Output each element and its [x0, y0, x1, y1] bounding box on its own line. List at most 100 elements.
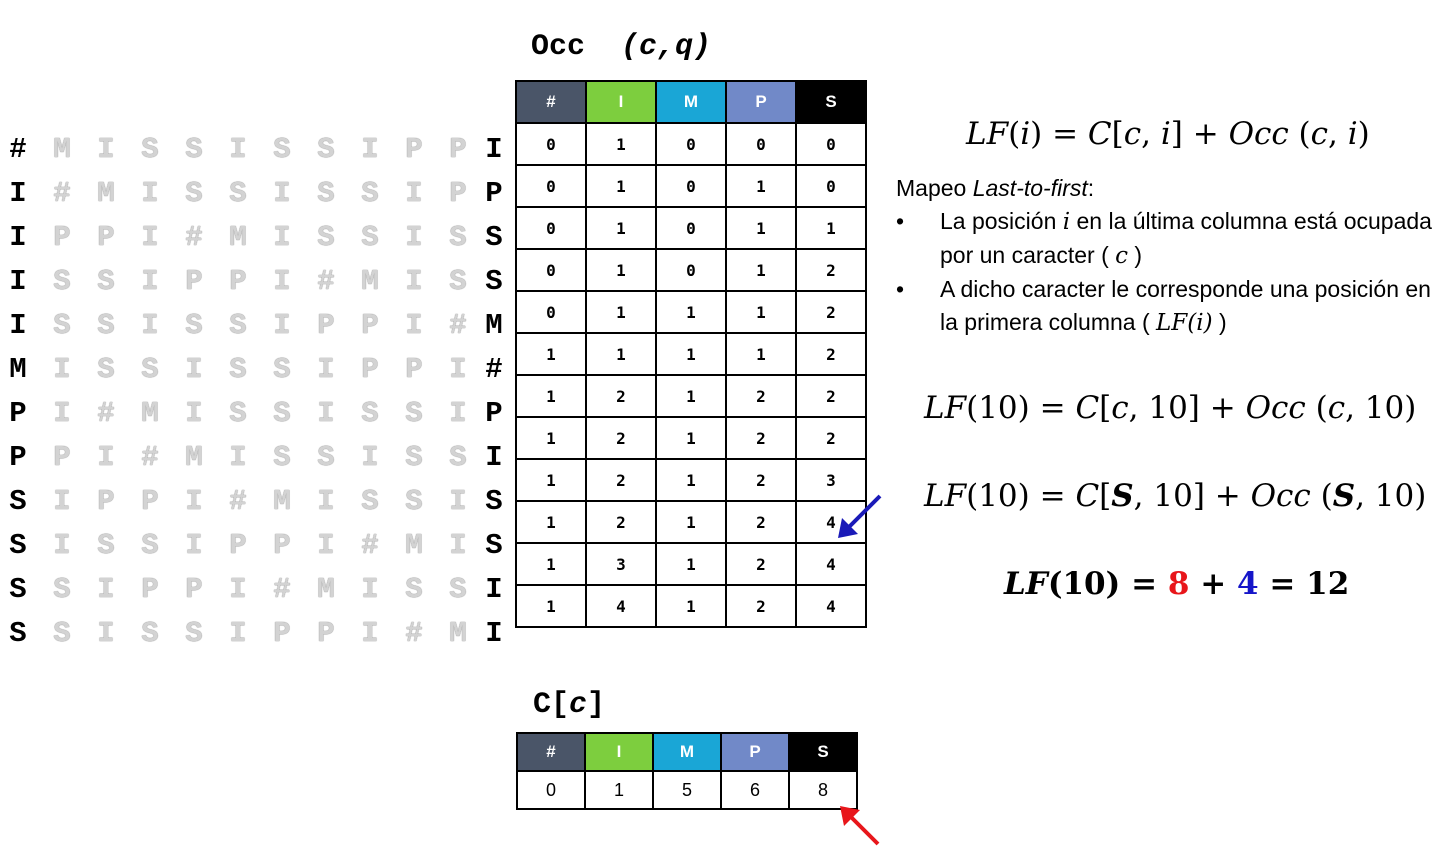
- bwt-char: M: [229, 221, 247, 254]
- bwt-char: I: [53, 529, 71, 562]
- bwt-last-char: S: [474, 216, 514, 260]
- bwt-char: P: [97, 485, 115, 518]
- occ-cell: 0: [655, 164, 727, 208]
- bwt-char: M: [449, 617, 467, 650]
- bwt-char: I: [449, 529, 467, 562]
- bwt-char: S: [141, 133, 159, 166]
- occ-cell: 1: [585, 164, 657, 208]
- bwt-char: M: [273, 485, 291, 518]
- bwt-char: S: [273, 353, 291, 386]
- lf10-formula-s: LF(10) = C[S, 10] + Occ (S, 10): [924, 478, 1427, 514]
- bwt-row: P I # M I S S I S S I P: [0, 392, 514, 436]
- bwt-char: #: [317, 265, 335, 298]
- occ-cell: 1: [515, 500, 587, 544]
- bwt-char: S: [185, 309, 203, 342]
- occ-cell: 1: [655, 332, 727, 376]
- mapeo-heading: Mapeo Last-to-first:: [896, 175, 1095, 201]
- bwt-char: I: [449, 397, 467, 430]
- bwt-char: S: [53, 573, 71, 606]
- occ-cell: 1: [725, 206, 797, 250]
- bwt-char: I: [361, 617, 379, 650]
- bwt-char: S: [97, 309, 115, 342]
- bwt-row: S I P P I # M I S S I S: [0, 480, 514, 524]
- occ-header-cell: S: [795, 80, 867, 124]
- bwt-char: S: [141, 617, 159, 650]
- bwt-last-char: #: [474, 348, 514, 392]
- bwt-first-char: S: [0, 612, 38, 656]
- bwt-first-char: #: [0, 128, 38, 172]
- occ-cell: 2: [585, 416, 657, 460]
- occ-cell: 1: [515, 416, 587, 460]
- red-arrow-icon: [840, 806, 880, 846]
- bwt-last-char: S: [474, 524, 514, 568]
- bwt-char: S: [317, 221, 335, 254]
- bwt-char: S: [449, 573, 467, 606]
- lf10-result: LF(10) = 8 + 4 = 12: [1004, 566, 1350, 602]
- mapeo-bullet-2: • A dicho caracter le corresponde una pos…: [896, 276, 1431, 336]
- occ-cell: 2: [725, 416, 797, 460]
- bwt-char: S: [361, 177, 379, 210]
- occ-cell: 2: [795, 248, 867, 292]
- bwt-char: S: [185, 177, 203, 210]
- bwt-char: P: [449, 177, 467, 210]
- bwt-char: I: [97, 133, 115, 166]
- occ-cell: 1: [725, 248, 797, 292]
- occ-cell: 2: [585, 458, 657, 502]
- bwt-char: S: [273, 133, 291, 166]
- bwt-char: P: [97, 221, 115, 254]
- bwt-char: S: [317, 177, 335, 210]
- lf10-formula-generic: LF(10) = C[c, 10] + Occ (c, 10): [924, 390, 1417, 426]
- bwt-last-char: S: [474, 480, 514, 524]
- bwt-char: #: [141, 441, 159, 474]
- bwt-char: P: [405, 353, 423, 386]
- bwt-char: I: [317, 485, 335, 518]
- occ-cell: 1: [515, 374, 587, 418]
- occ-cell: 2: [725, 500, 797, 544]
- bwt-char: I: [405, 221, 423, 254]
- bwt-char: I: [185, 353, 203, 386]
- occ-header-cell: I: [585, 80, 657, 124]
- bwt-char: #: [273, 573, 291, 606]
- bwt-char: I: [361, 133, 379, 166]
- occ-header-cell: P: [725, 80, 797, 124]
- occ-cell: 1: [515, 458, 587, 502]
- bwt-char: S: [53, 617, 71, 650]
- bwt-char: M: [317, 573, 335, 606]
- c-header-cell: #: [516, 732, 586, 772]
- c-cell: 8: [788, 770, 858, 810]
- bwt-char: S: [449, 441, 467, 474]
- occ-cell: 4: [585, 584, 657, 628]
- bwt-first-char: S: [0, 524, 38, 568]
- bwt-first-char: S: [0, 568, 38, 612]
- bwt-last-char: S: [474, 260, 514, 304]
- bwt-char: M: [53, 133, 71, 166]
- occ-cell: 0: [515, 122, 587, 166]
- bwt-char: P: [53, 221, 71, 254]
- occ-cell: 3: [795, 458, 867, 502]
- bwt-char: S: [229, 397, 247, 430]
- occ-title: Occ (c,q): [531, 30, 712, 64]
- occ-cell: 2: [725, 458, 797, 502]
- bwt-char: I: [273, 309, 291, 342]
- bwt-row: M I S S I S S I P P I #: [0, 348, 514, 392]
- c-cell: 6: [720, 770, 790, 810]
- occ-cell: 1: [655, 500, 727, 544]
- bwt-row: S I S S I P P I # M I S: [0, 524, 514, 568]
- bwt-char: #: [97, 397, 115, 430]
- occ-cell: 1: [655, 290, 727, 334]
- bwt-char: I: [317, 529, 335, 562]
- mapeo-description: Mapeo Last-to-first: • La posición i en l…: [896, 172, 1436, 340]
- bwt-char: I: [405, 309, 423, 342]
- occ-cell: 0: [655, 122, 727, 166]
- bwt-char: I: [317, 397, 335, 430]
- bwt-last-char: P: [474, 172, 514, 216]
- bwt-char: P: [273, 617, 291, 650]
- bwt-char: S: [229, 353, 247, 386]
- occ-cell: 2: [585, 374, 657, 418]
- occ-cell: 2: [795, 290, 867, 334]
